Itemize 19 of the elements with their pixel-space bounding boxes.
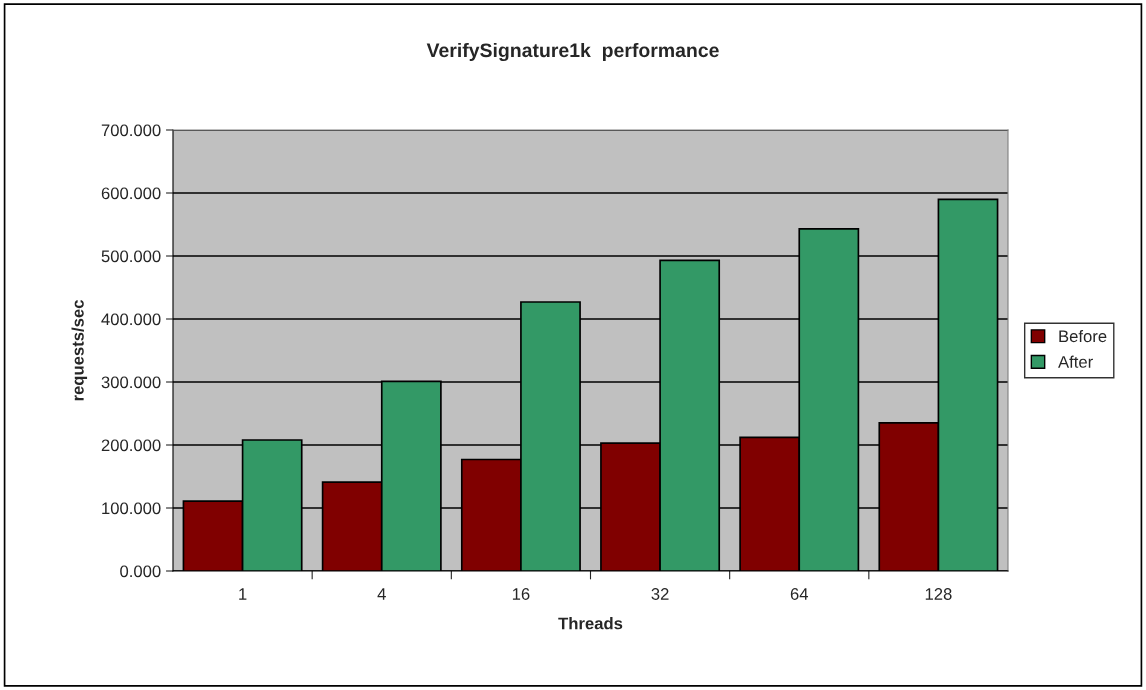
y-tick-label: 100.000: [102, 502, 161, 515]
x-tick-label: 16: [512, 588, 530, 600]
chart-title: VerifySignature1k performance: [426, 42, 719, 62]
y-axis-title: requests/sec: [71, 300, 88, 401]
y-tick-label: 200.000: [101, 439, 161, 452]
y-tick-label: 500.000: [101, 250, 161, 263]
x-tick-label: 128: [925, 588, 952, 600]
x-tick-label: 32: [651, 588, 669, 600]
x-axis-title: Threads: [558, 617, 623, 630]
y-tick-label: 700.000: [101, 124, 161, 137]
y-tick-label: 300.000: [101, 376, 161, 389]
x-tick-label: 64: [790, 588, 809, 600]
legend-label: After: [1058, 355, 1093, 368]
legend-label: Before: [1059, 329, 1107, 343]
x-tick-label: 1: [239, 588, 247, 600]
y-tick-label: 0.000: [120, 565, 161, 578]
y-tick-label: 400.000: [101, 313, 161, 326]
x-tick-label: 4: [377, 588, 386, 600]
y-tick-label: 600.000: [101, 187, 161, 200]
